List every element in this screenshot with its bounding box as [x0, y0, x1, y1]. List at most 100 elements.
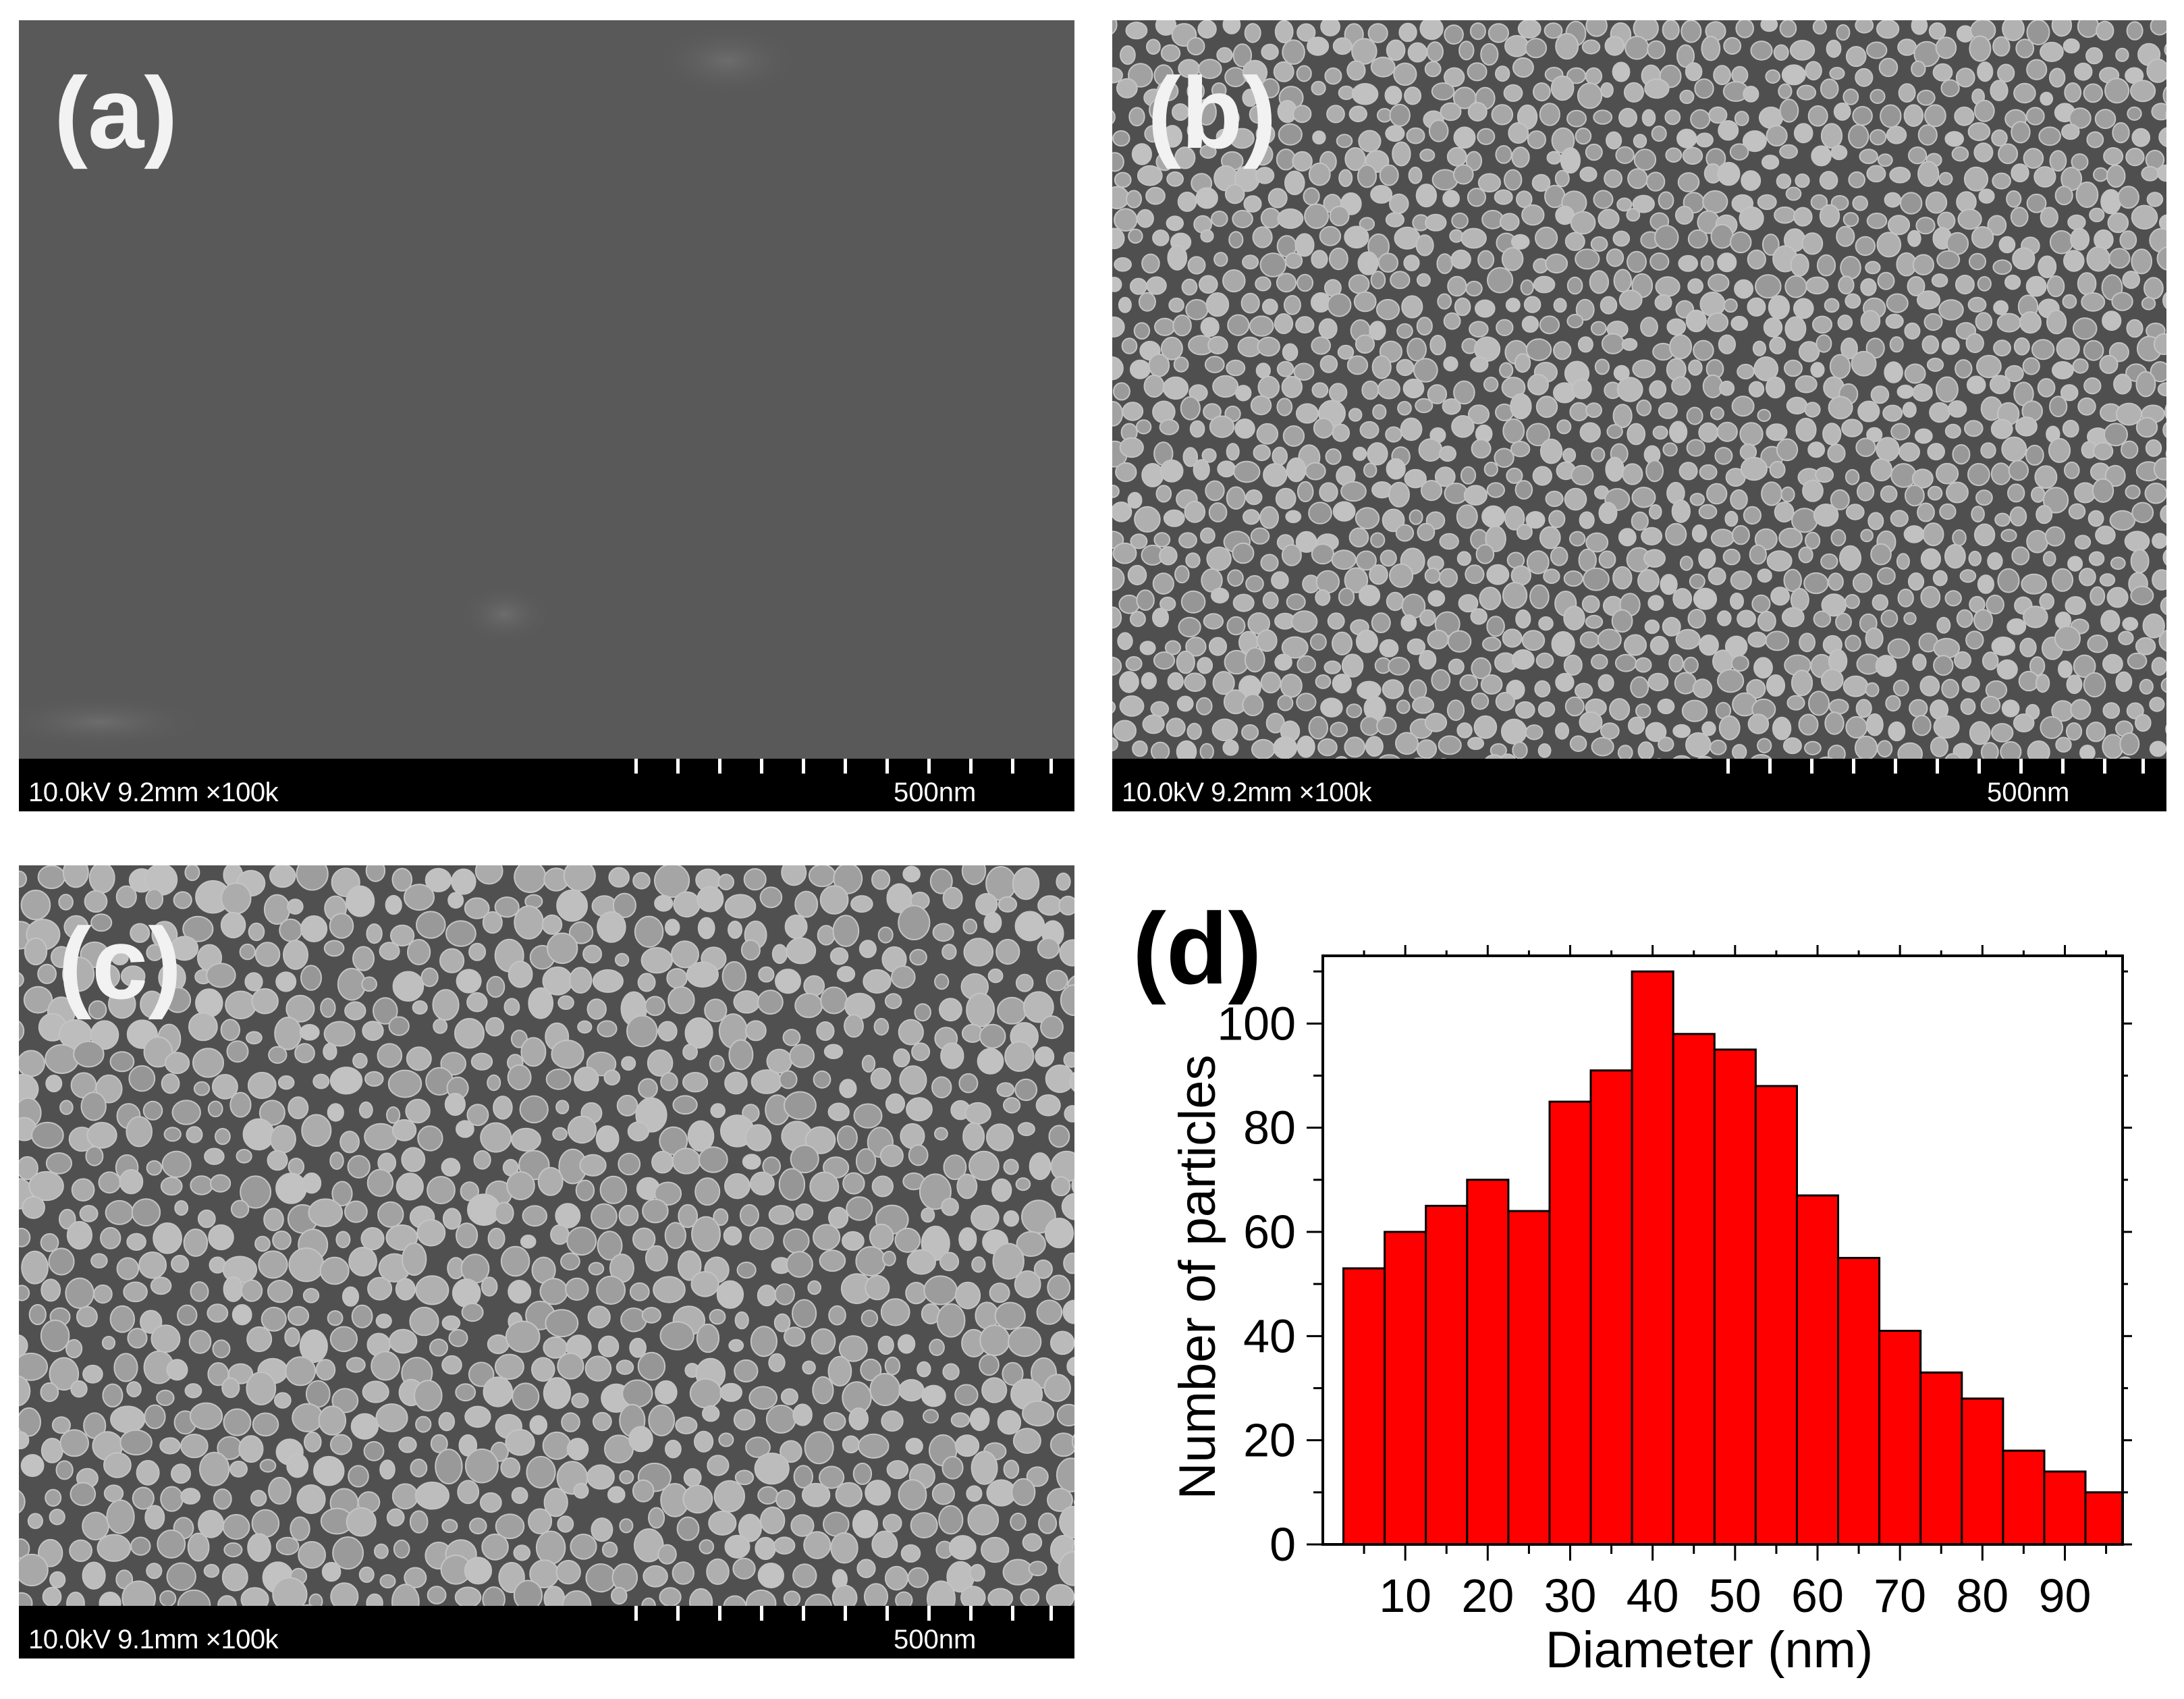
particle	[1589, 270, 1610, 294]
particle	[500, 1245, 530, 1277]
particle	[1971, 226, 1994, 249]
scale-bar-a	[634, 759, 1053, 774]
particle	[1330, 722, 1348, 738]
particle	[37, 865, 65, 890]
particle	[2087, 635, 2108, 653]
particle	[1467, 102, 1487, 122]
particle	[1446, 699, 1465, 722]
particle	[1555, 722, 1569, 740]
particle	[697, 917, 715, 940]
particle	[1961, 676, 1980, 693]
histogram-bar	[1589, 1069, 1633, 1546]
particle	[1766, 125, 1788, 147]
particle	[225, 990, 257, 1020]
particle	[1203, 613, 1224, 630]
particle	[1828, 572, 1844, 591]
particle	[1211, 718, 1238, 742]
particle	[1734, 279, 1754, 299]
particle	[2106, 164, 2126, 188]
particle	[1986, 594, 2004, 615]
particle	[1654, 294, 1672, 311]
particle	[1710, 223, 1734, 249]
particle	[611, 1563, 638, 1592]
particle	[1992, 36, 2011, 57]
particle	[1278, 123, 1303, 146]
particle	[1467, 62, 1487, 82]
particle	[1739, 206, 1764, 231]
particle	[819, 1249, 846, 1272]
particle	[1499, 362, 1514, 379]
particle	[2119, 230, 2137, 250]
particle	[445, 920, 476, 947]
particle	[2088, 551, 2105, 566]
particle	[1015, 973, 1034, 992]
particle	[1774, 502, 1795, 523]
particle	[1828, 396, 1853, 420]
particle	[375, 1314, 392, 1328]
particle	[2135, 416, 2158, 438]
particle	[1892, 679, 1909, 697]
particle	[1757, 568, 1772, 583]
particle	[1754, 528, 1778, 551]
particle	[1162, 125, 1182, 148]
particle	[938, 1505, 964, 1535]
particle	[19, 1285, 30, 1301]
particle	[84, 890, 108, 913]
particle	[1186, 121, 1204, 140]
particle	[1419, 149, 1436, 162]
particle	[1912, 653, 1927, 671]
particle	[2042, 551, 2056, 567]
particle	[1443, 356, 1458, 372]
particle	[2040, 91, 2054, 106]
particle	[1912, 383, 1933, 402]
particle	[893, 1048, 910, 1068]
particle	[1710, 739, 1727, 755]
particle	[1159, 596, 1176, 612]
particle	[1716, 421, 1738, 442]
particle	[1226, 443, 1240, 461]
particle	[40, 1438, 63, 1463]
particle	[836, 1125, 858, 1151]
particle	[1927, 443, 1945, 461]
particle	[1010, 1513, 1027, 1531]
sem-info-text-a: 10.0kV 9.2mm ×100k	[28, 778, 279, 807]
particle	[939, 1251, 960, 1272]
particle	[1453, 126, 1476, 149]
particle	[758, 966, 775, 983]
particle	[1779, 99, 1799, 123]
particle	[203, 1563, 220, 1578]
particle	[1878, 57, 1899, 78]
particle	[1645, 460, 1664, 483]
particle	[2130, 80, 2156, 103]
particle	[2094, 109, 2117, 130]
histogram-bar	[1466, 1179, 1510, 1546]
particle	[1465, 151, 1483, 171]
particle	[1112, 277, 1122, 292]
particle	[1553, 298, 1567, 313]
particle	[514, 905, 544, 940]
particle	[998, 896, 1018, 913]
particle	[2093, 167, 2108, 182]
particle	[1419, 609, 1436, 626]
particle	[556, 889, 588, 922]
particle	[1635, 657, 1652, 673]
particle	[1284, 170, 1305, 196]
particle	[969, 1563, 985, 1582]
particle	[1897, 589, 1914, 608]
particle	[2002, 20, 2025, 41]
particle	[1056, 872, 1071, 891]
particle	[1291, 610, 1318, 633]
particle	[62, 865, 89, 888]
particle	[1585, 143, 1603, 161]
particle	[1380, 549, 1397, 567]
particle	[365, 865, 386, 882]
particle	[2106, 587, 2129, 608]
particle	[1803, 572, 1829, 595]
particle	[2026, 59, 2048, 80]
particle	[1877, 567, 1896, 585]
particle	[557, 995, 574, 1010]
particle	[755, 1536, 776, 1561]
particle	[1312, 130, 1326, 145]
particle	[1515, 701, 1535, 719]
particle	[1769, 460, 1786, 479]
